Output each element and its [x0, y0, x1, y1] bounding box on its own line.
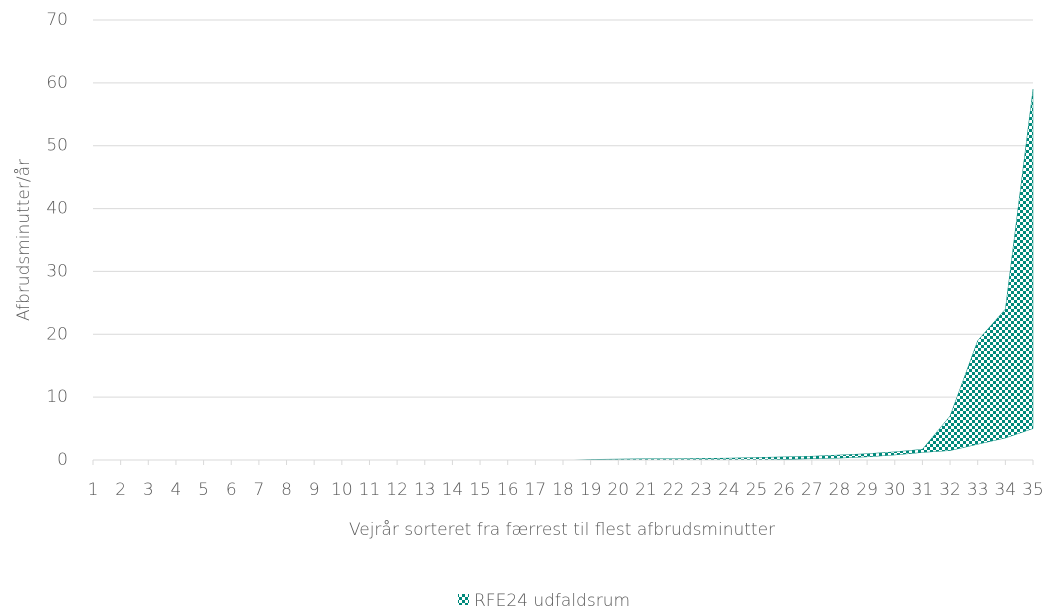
x-tick-label: 31 — [912, 480, 934, 500]
x-tick-label: 9 — [309, 480, 320, 500]
x-tick-label: 30 — [884, 480, 906, 500]
y-tick-label: 50 — [46, 136, 68, 156]
legend-swatch — [458, 594, 469, 605]
y-tick-label: 10 — [46, 387, 68, 407]
y-tick-label: 20 — [46, 324, 68, 344]
x-tick-label: 28 — [829, 480, 851, 500]
x-tick-label: 25 — [746, 480, 768, 500]
x-tick-label: 1 — [88, 480, 99, 500]
x-tick-label: 23 — [690, 480, 712, 500]
x-tick-label: 4 — [171, 480, 182, 500]
x-tick-label: 18 — [552, 480, 574, 500]
x-tick-label: 29 — [856, 480, 878, 500]
x-tick-label: 15 — [469, 480, 491, 500]
legend-label: RFE24 udfaldsrum — [474, 591, 630, 610]
x-tick-label: 17 — [525, 480, 547, 500]
x-tick-label: 8 — [281, 480, 292, 500]
x-tick-label: 26 — [773, 480, 795, 500]
y-tick-label: 0 — [57, 450, 68, 470]
y-axis-title: Afbrudsminutter/år — [13, 159, 34, 321]
y-tick-label: 60 — [46, 73, 68, 93]
x-axis-title: Vejrår sorteret fra færrest til flest af… — [349, 519, 775, 540]
range-area — [93, 89, 1034, 461]
x-tick-label: 20 — [607, 480, 629, 500]
y-tick-label: 40 — [46, 199, 68, 219]
x-tick-label: 7 — [253, 480, 264, 500]
y-tick-label: 30 — [46, 261, 68, 281]
x-tick-label: 12 — [386, 480, 408, 500]
x-tick-label: 24 — [718, 480, 740, 500]
x-tick-label: 5 — [198, 480, 209, 500]
x-tick-label: 27 — [801, 480, 823, 500]
x-tick-label: 14 — [442, 480, 464, 500]
x-tick-label: 16 — [497, 480, 519, 500]
x-tick-label: 11 — [359, 480, 381, 500]
x-tick-label: 21 — [635, 480, 657, 500]
x-tick-label: 6 — [226, 480, 237, 500]
x-tick-label: 34 — [995, 480, 1017, 500]
y-tick-label: 70 — [46, 10, 68, 30]
x-tick-label: 22 — [663, 480, 685, 500]
x-tick-label: 33 — [967, 480, 989, 500]
x-tick-label: 35 — [1022, 480, 1044, 500]
x-tick-label: 13 — [414, 480, 436, 500]
x-tick-label: 2 — [115, 480, 126, 500]
x-tick-label: 3 — [143, 480, 154, 500]
x-tick-label: 32 — [939, 480, 961, 500]
x-tick-label: 19 — [580, 480, 602, 500]
x-tick-label: 10 — [331, 480, 353, 500]
